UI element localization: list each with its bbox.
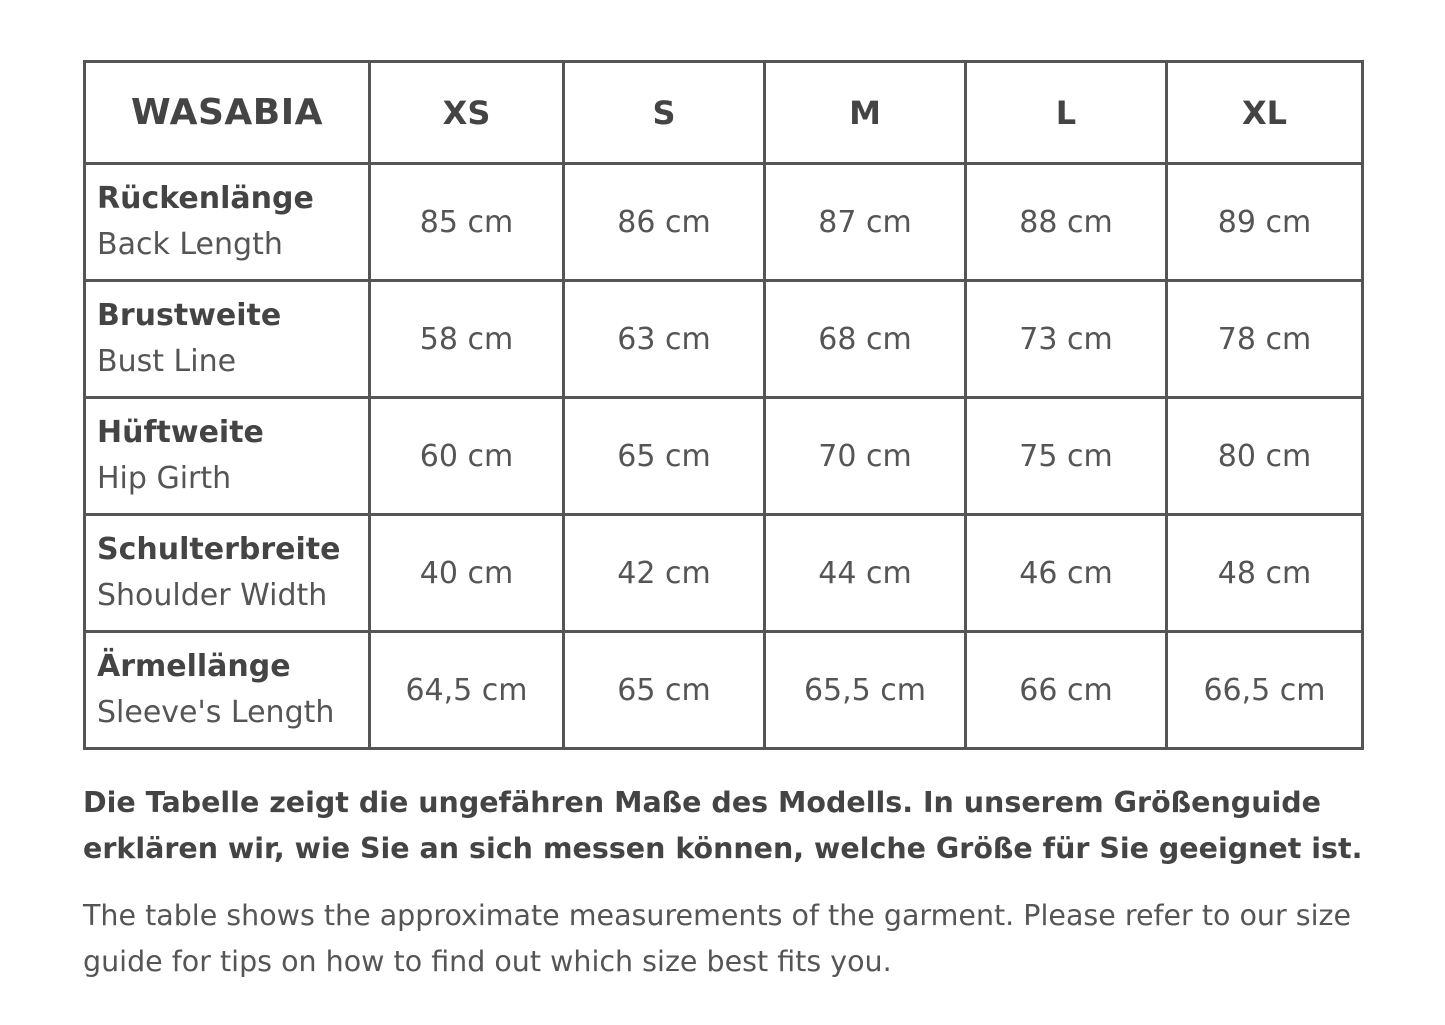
label-english: Shoulder Width [97, 578, 328, 613]
measurement-value: 85 cm [368, 162, 565, 282]
note-german: Die Tabelle zeigt die ungefähren Maße de… [83, 786, 1363, 865]
table-row: Rückenlänge Back Length 85 cm 86 cm 87 cm 88 … [83, 162, 1364, 282]
measurement-label: Rückenlänge Back Length [83, 162, 371, 282]
measurement-value: 65,5 cm [763, 630, 967, 750]
measurement-label: Ärmellänge Sleeve's Length [83, 630, 371, 750]
brand-header: WASABIA [83, 60, 371, 165]
table-row: Hüftweite Hip Girth 60 cm 65 cm 70 cm 75 cm 80… [83, 396, 1364, 516]
label-german: Brustweite [97, 298, 282, 333]
measurement-value: 65 cm [562, 630, 766, 750]
measurement-label: Brustweite Bust Line [83, 279, 371, 399]
measurement-value: 44 cm [763, 513, 967, 633]
measurement-value: 70 cm [763, 396, 967, 516]
measurement-label: Hüftweite Hip Girth [83, 396, 371, 516]
size-header: S [562, 60, 766, 165]
size-header: L [964, 60, 1168, 165]
measurement-value: 87 cm [763, 162, 967, 282]
measurement-value: 78 cm [1165, 279, 1364, 399]
size-header: XS [368, 60, 565, 165]
measurement-value: 60 cm [368, 396, 565, 516]
table-row: Brustweite Bust Line 58 cm 63 cm 68 cm 73 cm 7… [83, 279, 1364, 399]
measurement-value: 68 cm [763, 279, 967, 399]
measurement-value: 73 cm [964, 279, 1168, 399]
label-english: Bust Line [97, 344, 237, 379]
measurement-value: 89 cm [1165, 162, 1364, 282]
measurement-value: 46 cm [964, 513, 1168, 633]
measurement-value: 48 cm [1165, 513, 1364, 633]
size-header: M [763, 60, 967, 165]
label-german: Schulterbreite [97, 532, 341, 567]
label-english: Sleeve's Length [97, 695, 335, 730]
measurement-value: 63 cm [562, 279, 766, 399]
measurement-value: 80 cm [1165, 396, 1364, 516]
note-english: The table shows the approximate measurem… [83, 899, 1352, 978]
label-english: Hip Girth [97, 461, 232, 496]
measurement-value: 42 cm [562, 513, 766, 633]
table-row: Schulterbreite Shoulder Width 40 cm 42 cm 44… [83, 513, 1364, 633]
measurement-value: 64,5 cm [368, 630, 565, 750]
table-row: Ärmellänge Sleeve's Length 64,5 cm 65 cm 65,… [83, 630, 1364, 750]
size-chart-table: WASABIA XS S M L XL Rückenlänge Back Length 85… [83, 60, 1364, 750]
measurement-label: Schulterbreite Shoulder Width [83, 513, 371, 633]
measurement-value: 66 cm [964, 630, 1168, 750]
measurement-value: 40 cm [368, 513, 565, 633]
measurement-value: 58 cm [368, 279, 565, 399]
label-german: Ärmellänge [97, 649, 291, 684]
measurement-value: 66,5 cm [1165, 630, 1364, 750]
measurement-value: 65 cm [562, 396, 766, 516]
measurement-value: 75 cm [964, 396, 1168, 516]
label-german: Hüftweite [97, 415, 264, 450]
measurement-value: 88 cm [964, 162, 1168, 282]
label-german: Rückenlänge [97, 181, 314, 216]
size-header: XL [1165, 60, 1364, 165]
measurement-value: 86 cm [562, 162, 766, 282]
label-english: Back Length [97, 227, 283, 262]
